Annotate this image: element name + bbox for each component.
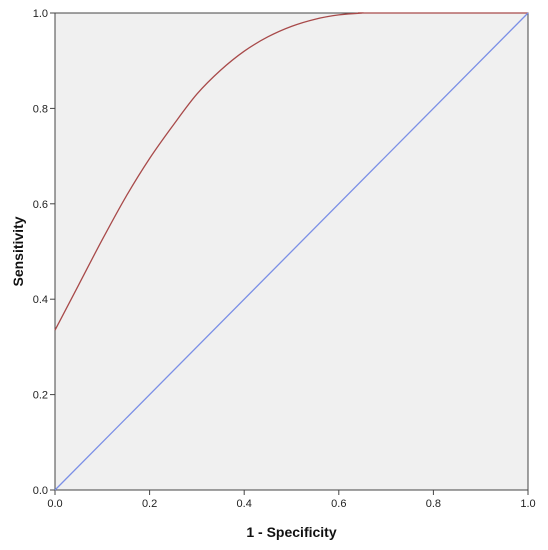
x-axis: 0.0 0.2 0.4 0.6 0.8 1.0 [47,490,536,510]
x-tick-label: 0.0 [47,498,62,510]
y-tick-label: 0.0 [33,485,48,497]
x-tick-label: 0.2 [142,498,157,510]
x-tick-label: 0.8 [426,498,441,510]
x-tick-label: 0.6 [331,498,346,510]
reference-line [54,12,529,491]
y-tick-label: 1.0 [33,8,48,20]
x-tick-label: 1.0 [520,498,535,510]
y-tick-label: 0.6 [33,199,48,211]
series-layer [54,12,529,491]
x-axis-title: 1 - Specificity [246,524,336,540]
y-tick-label: 0.4 [33,294,48,306]
y-tick-label: 0.2 [33,390,48,402]
y-tick-label: 0.8 [33,103,48,115]
y-axis-title: Sensitivity [10,216,26,286]
x-tick-label: 0.4 [237,498,252,510]
roc-curve-line [54,12,528,331]
y-axis: 0.0 0.2 0.4 0.6 0.8 1.0 [33,8,55,497]
